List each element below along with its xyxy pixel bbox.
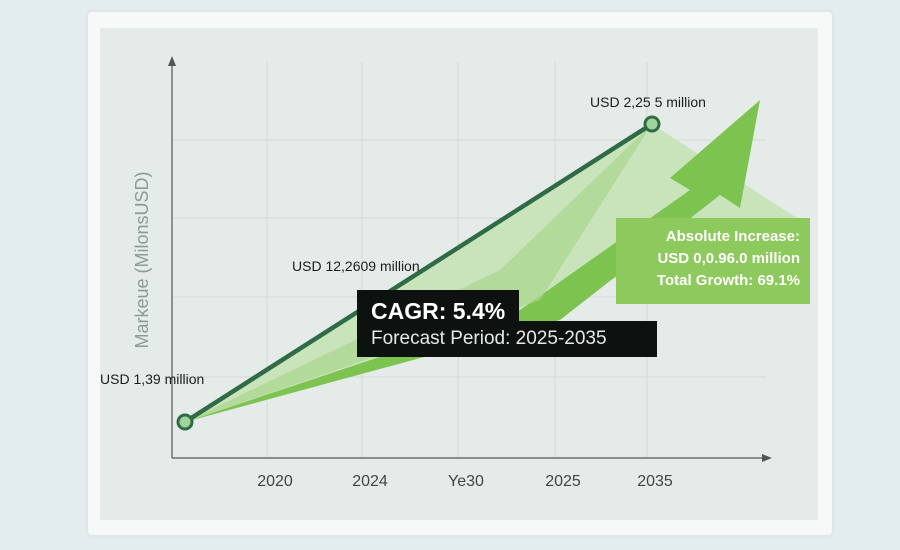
x-tick-label: 2024 bbox=[352, 473, 388, 490]
summary-box: Absolute Increase: USD 0,0.96.0 million … bbox=[616, 218, 810, 304]
label-mid: USD 12,2609 million bbox=[292, 258, 420, 274]
x-tick-label: 2020 bbox=[257, 473, 293, 490]
y-axis-arrow bbox=[168, 56, 176, 66]
x-tick-label: Ye30 bbox=[448, 473, 484, 490]
x-tick-label: 2025 bbox=[545, 473, 581, 490]
label-start: USD 1,39 million bbox=[100, 371, 204, 387]
x-tick-label: 2035 bbox=[637, 473, 673, 490]
x-axis-arrow bbox=[762, 454, 772, 462]
forecast-period: Forecast Period: 2025-2035 bbox=[357, 321, 657, 357]
series-line bbox=[183, 122, 654, 424]
x-ticks: 2020 2024 Ye30 2025 2035 bbox=[257, 473, 673, 490]
summary-line-2: USD 0,0.96.0 million bbox=[657, 250, 800, 267]
point-start bbox=[176, 413, 194, 431]
summary-line-3: Total Growth: 69.1% bbox=[656, 272, 800, 289]
label-end: USD 2,25 5 million bbox=[590, 94, 706, 110]
point-end bbox=[643, 115, 661, 133]
summary-line-1: Absolute Increase: bbox=[665, 228, 800, 245]
growth-area-light bbox=[185, 124, 800, 422]
y-axis-label: Markeue (MilonsUSD) bbox=[132, 171, 152, 348]
